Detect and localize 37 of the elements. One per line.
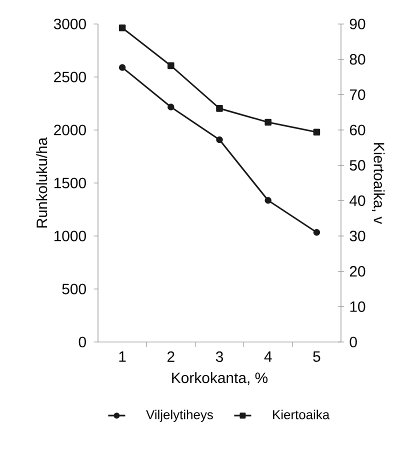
point xyxy=(216,136,223,144)
x-tick-label: 4 xyxy=(264,351,272,362)
point xyxy=(264,196,272,204)
point xyxy=(168,62,174,70)
y2-tick-label: 40 xyxy=(350,195,366,206)
x-axis-title: Korkokanta, % xyxy=(172,372,268,385)
y-tick-label: 0 xyxy=(78,336,86,348)
point xyxy=(264,118,272,126)
y-tick-label: 2000 xyxy=(54,124,86,136)
point xyxy=(216,105,223,112)
point xyxy=(168,104,174,110)
y2-tick-label: 90 xyxy=(350,18,366,30)
point xyxy=(118,64,126,71)
legend-label: Viljelytiheys xyxy=(146,410,213,422)
y-tick-label: 500 xyxy=(62,284,86,294)
x-tick-label: 1 xyxy=(119,351,126,362)
y2-tick-label: 70 xyxy=(350,89,366,100)
point xyxy=(118,24,126,32)
x-tick-label: 2 xyxy=(167,351,174,362)
y2-tick-label: 0 xyxy=(350,336,357,348)
y-tick-label: 1500 xyxy=(54,178,86,188)
x-tick-label: 3 xyxy=(216,351,223,362)
y-axis-title: Runkoluku/ha xyxy=(36,137,48,228)
point xyxy=(313,128,320,136)
y2-tick-label: 10 xyxy=(350,301,366,312)
y2-tick-label: 30 xyxy=(350,230,366,242)
legend-label: Kiertoaika xyxy=(273,410,330,420)
point xyxy=(313,229,320,236)
x-tick-label: 5 xyxy=(313,351,320,362)
y2-tick-label: 60 xyxy=(350,124,366,136)
y2-tick-label: 50 xyxy=(350,160,366,171)
y2-axis-title: Kiertoaika, v xyxy=(372,143,385,224)
y2-tick-label: 20 xyxy=(350,266,366,277)
y-tick-label: 3000 xyxy=(54,18,86,30)
y2-tick-label: 80 xyxy=(350,54,366,65)
y-tick-label: 2500 xyxy=(54,72,86,82)
y-tick-label: 1000 xyxy=(54,230,86,242)
